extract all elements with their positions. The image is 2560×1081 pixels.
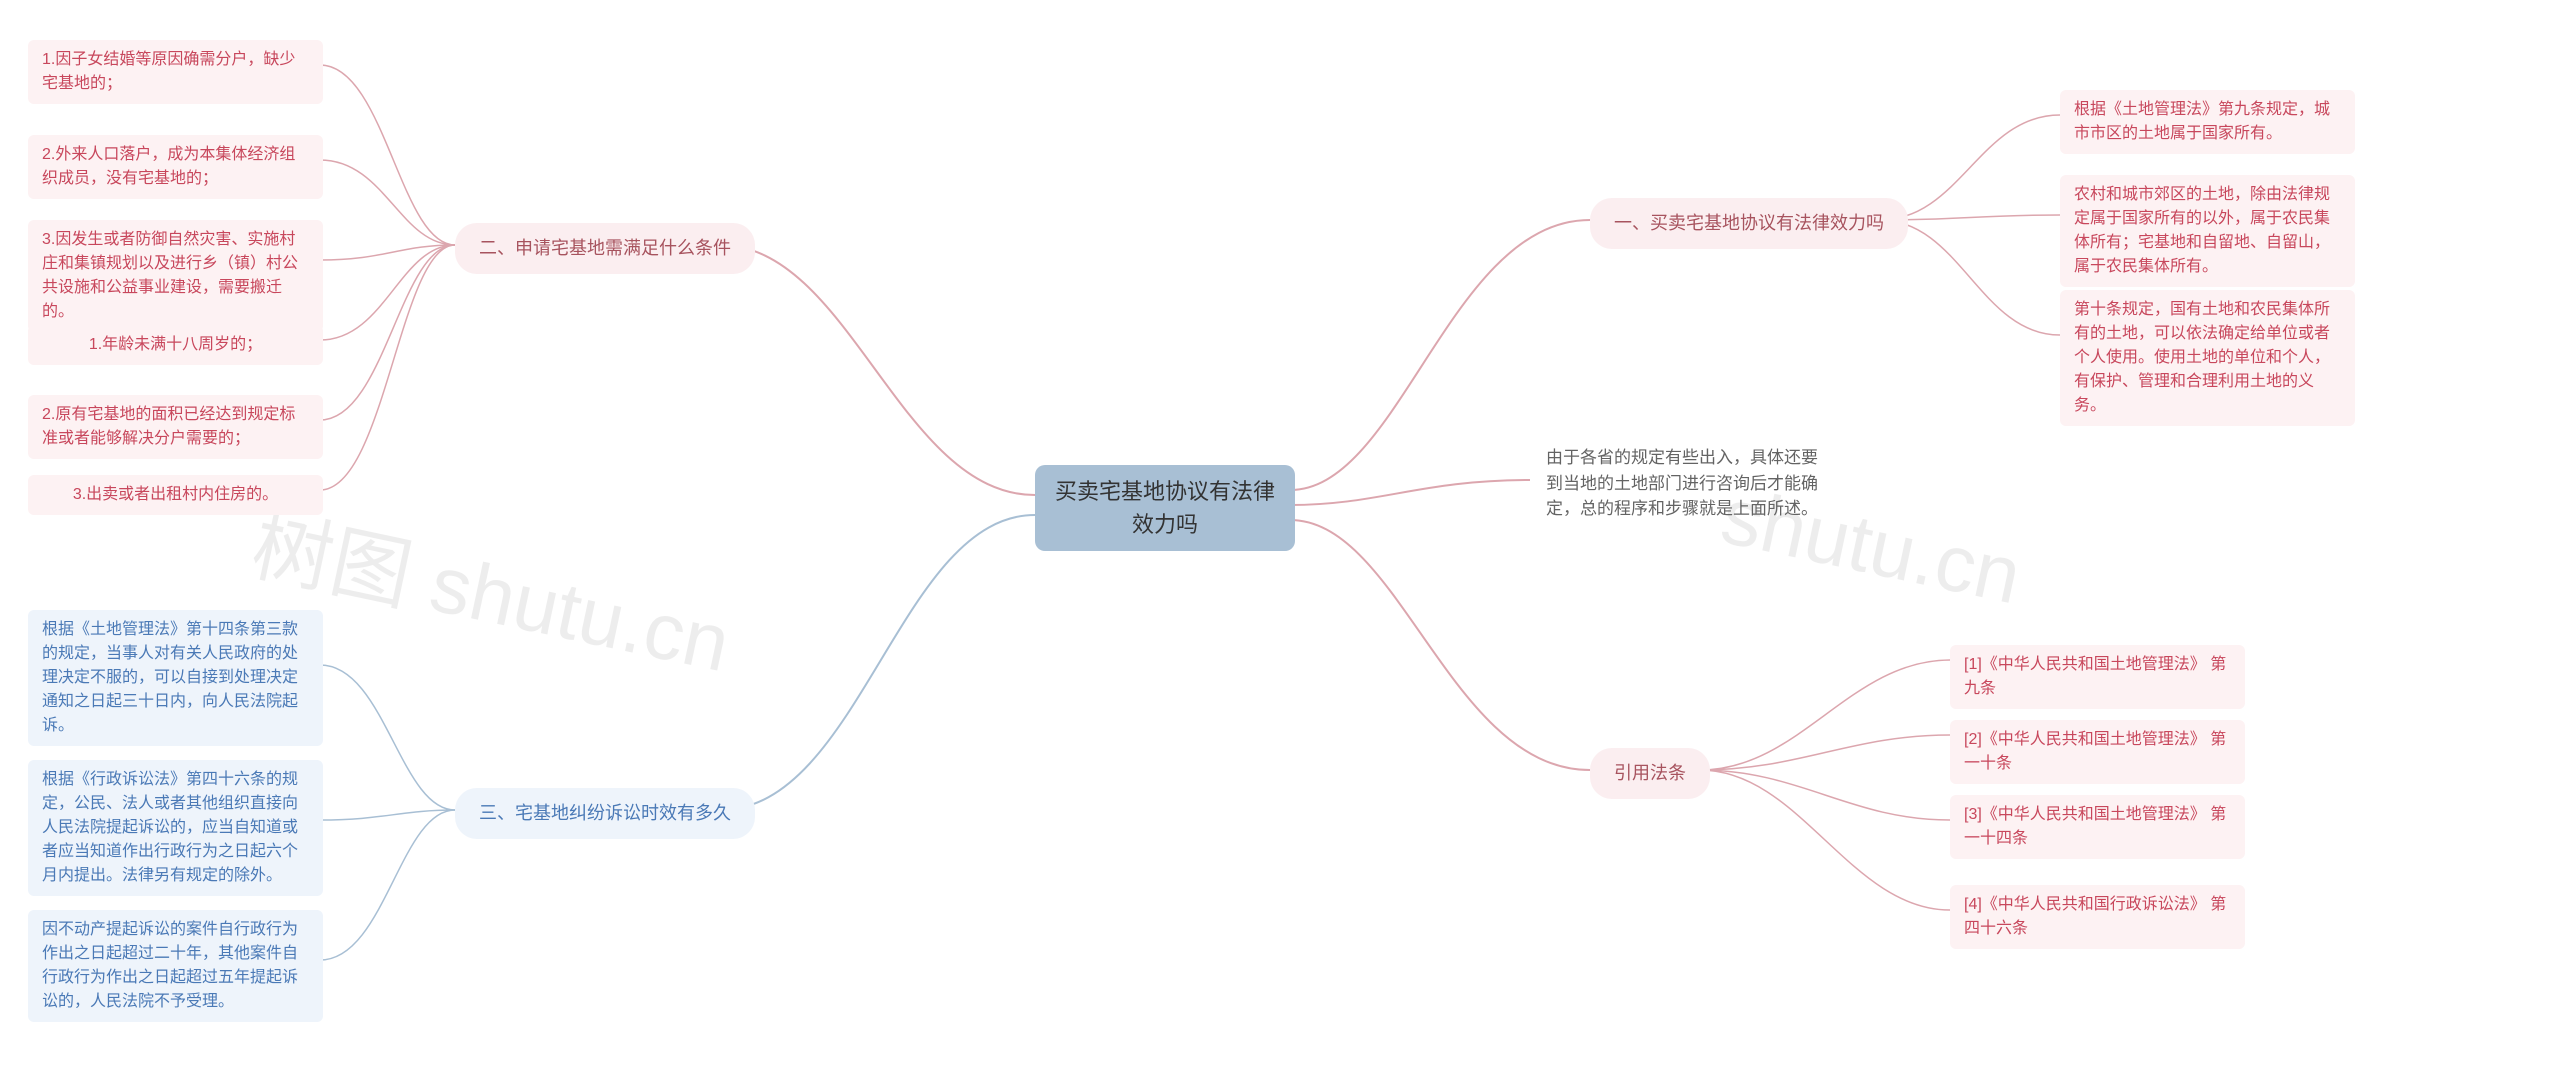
right-plain-note: 由于各省的规定有些出入，具体还要到当地的土地部门进行咨询后才能确定，总的程序和步… (1530, 435, 1840, 532)
root-node: 买卖宅基地协议有法律效力吗 (1035, 465, 1295, 551)
l1-g1-0: 1.因子女结婚等原因确需分户，缺少宅基地的； (28, 40, 323, 104)
left-branch-1: 二、申请宅基地需满足什么条件 (455, 223, 755, 274)
r2-leaf-1: [2]《中华人民共和国土地管理法》 第一十条 (1950, 720, 2245, 784)
right-branch-1: 一、买卖宅基地协议有法律效力吗 (1590, 198, 1908, 249)
r1-leaf-0: 根据《土地管理法》第九条规定，城市市区的土地属于国家所有。 (2060, 90, 2355, 154)
l2-leaf-2: 因不动产提起诉讼的案件自行政行为作出之日起超过二十年，其他案件自行政行为作出之日… (28, 910, 323, 1022)
l1-g2-1: 2.原有宅基地的面积已经达到规定标准或者能够解决分户需要的； (28, 395, 323, 459)
right-branch-2: 引用法条 (1590, 748, 1710, 799)
l2-leaf-1: 根据《行政诉讼法》第四十六条的规定，公民、法人或者其他组织直接向人民法院提起诉讼… (28, 760, 323, 896)
r1-leaf-2: 第十条规定，国有土地和农民集体所有的土地，可以依法确定给单位或者个人使用。使用土… (2060, 290, 2355, 426)
l2-leaf-0: 根据《土地管理法》第十四条第三款的规定，当事人对有关人民政府的处理决定不服的，可… (28, 610, 323, 746)
l1-g1-1: 2.外来人口落户，成为本集体经济组织成员，没有宅基地的； (28, 135, 323, 199)
r2-leaf-3: [4]《中华人民共和国行政诉讼法》 第四十六条 (1950, 885, 2245, 949)
l1-g2-0: 1.年龄未满十八周岁的； (28, 325, 323, 365)
left-branch-2: 三、宅基地纠纷诉讼时效有多久 (455, 788, 755, 839)
r1-leaf-1: 农村和城市郊区的土地，除由法律规定属于国家所有的以外，属于农民集体所有；宅基地和… (2060, 175, 2355, 287)
l1-g1-2: 3.因发生或者防御自然灾害、实施村庄和集镇规划以及进行乡（镇）村公共设施和公益事… (28, 220, 323, 332)
r2-leaf-2: [3]《中华人民共和国土地管理法》 第一十四条 (1950, 795, 2245, 859)
l1-g2-2: 3.出卖或者出租村内住房的。 (28, 475, 323, 515)
r2-leaf-0: [1]《中华人民共和国土地管理法》 第九条 (1950, 645, 2245, 709)
